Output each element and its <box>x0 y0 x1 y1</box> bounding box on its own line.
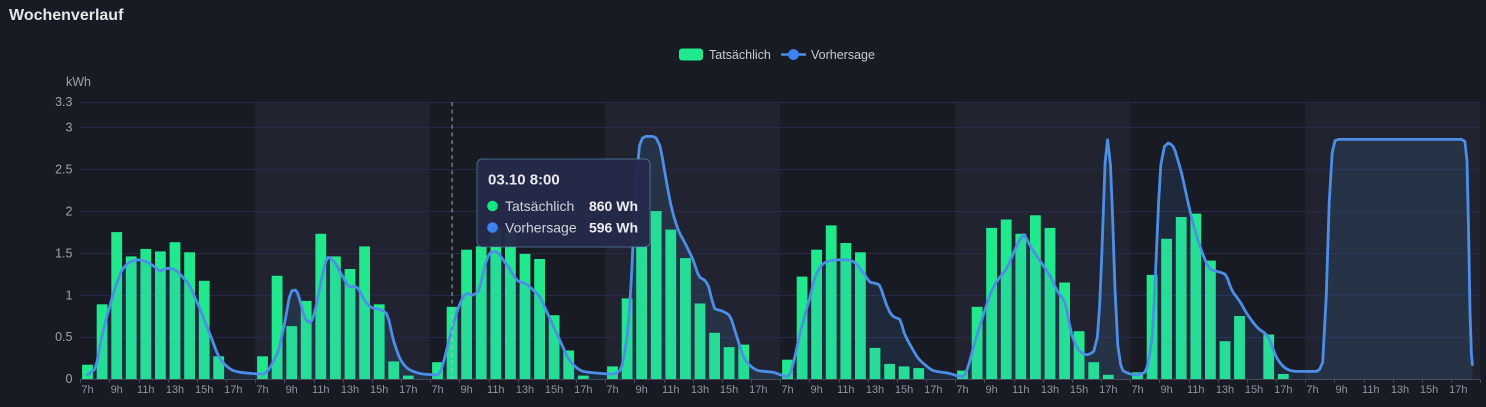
svg-text:1.5: 1.5 <box>55 246 72 260</box>
svg-text:2.5: 2.5 <box>55 162 72 176</box>
svg-text:9h: 9h <box>111 384 123 396</box>
svg-text:7h: 7h <box>81 384 93 396</box>
svg-text:03.10 8:00: 03.10 8:00 <box>488 172 560 189</box>
svg-text:17h: 17h <box>574 384 592 396</box>
svg-text:13h: 13h <box>1391 384 1409 396</box>
svg-text:17h: 17h <box>399 384 417 396</box>
svg-text:3: 3 <box>66 120 73 134</box>
svg-text:596 Wh: 596 Wh <box>589 220 638 236</box>
svg-text:11h: 11h <box>487 384 505 396</box>
svg-text:11h: 11h <box>1362 384 1380 396</box>
svg-text:1: 1 <box>66 288 73 302</box>
svg-text:9h: 9h <box>985 384 997 396</box>
svg-text:13h: 13h <box>166 384 184 396</box>
svg-text:13h: 13h <box>341 384 359 396</box>
svg-text:860 Wh: 860 Wh <box>589 198 638 214</box>
svg-text:9h: 9h <box>635 384 647 396</box>
svg-text:7h: 7h <box>256 384 268 396</box>
svg-text:7h: 7h <box>1131 384 1143 396</box>
svg-text:17h: 17h <box>749 384 767 396</box>
svg-text:15h: 15h <box>370 384 388 396</box>
svg-text:17h: 17h <box>1274 384 1292 396</box>
svg-text:11h: 11h <box>662 384 680 396</box>
svg-text:9h: 9h <box>1335 384 1347 396</box>
svg-text:15h: 15h <box>195 384 213 396</box>
svg-text:17h: 17h <box>1449 384 1467 396</box>
svg-text:15h: 15h <box>1070 384 1088 396</box>
svg-text:15h: 15h <box>1245 384 1263 396</box>
svg-text:11h: 11h <box>137 384 155 396</box>
svg-text:kWh: kWh <box>66 75 91 89</box>
svg-text:9h: 9h <box>810 384 822 396</box>
svg-text:11h: 11h <box>1012 384 1030 396</box>
svg-text:17h: 17h <box>224 384 242 396</box>
svg-text:11h: 11h <box>312 384 330 396</box>
svg-text:13h: 13h <box>866 384 884 396</box>
svg-text:15h: 15h <box>1420 384 1438 396</box>
svg-text:Tatsächlich: Tatsächlich <box>505 198 574 214</box>
svg-text:7h: 7h <box>956 384 968 396</box>
svg-text:0.5: 0.5 <box>55 330 72 344</box>
svg-text:9h: 9h <box>286 384 298 396</box>
svg-text:Tatsächlich: Tatsächlich <box>709 48 771 62</box>
svg-text:Vorhersage: Vorhersage <box>505 220 577 236</box>
svg-text:3.3: 3.3 <box>55 95 72 109</box>
svg-text:7h: 7h <box>781 384 793 396</box>
svg-text:15h: 15h <box>545 384 563 396</box>
svg-text:13h: 13h <box>1041 384 1059 396</box>
svg-text:7h: 7h <box>431 384 443 396</box>
svg-text:17h: 17h <box>924 384 942 396</box>
svg-text:11h: 11h <box>1187 384 1205 396</box>
svg-text:13h: 13h <box>516 384 534 396</box>
svg-text:13h: 13h <box>1216 384 1234 396</box>
svg-text:17h: 17h <box>1099 384 1117 396</box>
svg-text:2: 2 <box>66 204 73 218</box>
svg-text:13h: 13h <box>691 384 709 396</box>
svg-text:7h: 7h <box>606 384 618 396</box>
svg-text:Wochenverlauf: Wochenverlauf <box>9 7 124 24</box>
svg-text:9h: 9h <box>1160 384 1172 396</box>
svg-text:0: 0 <box>66 372 73 386</box>
svg-text:9h: 9h <box>460 384 472 396</box>
svg-text:Vorhersage: Vorhersage <box>811 48 875 62</box>
svg-text:15h: 15h <box>720 384 738 396</box>
svg-text:15h: 15h <box>895 384 913 396</box>
svg-text:11h: 11h <box>837 384 855 396</box>
svg-text:7h: 7h <box>1306 384 1318 396</box>
